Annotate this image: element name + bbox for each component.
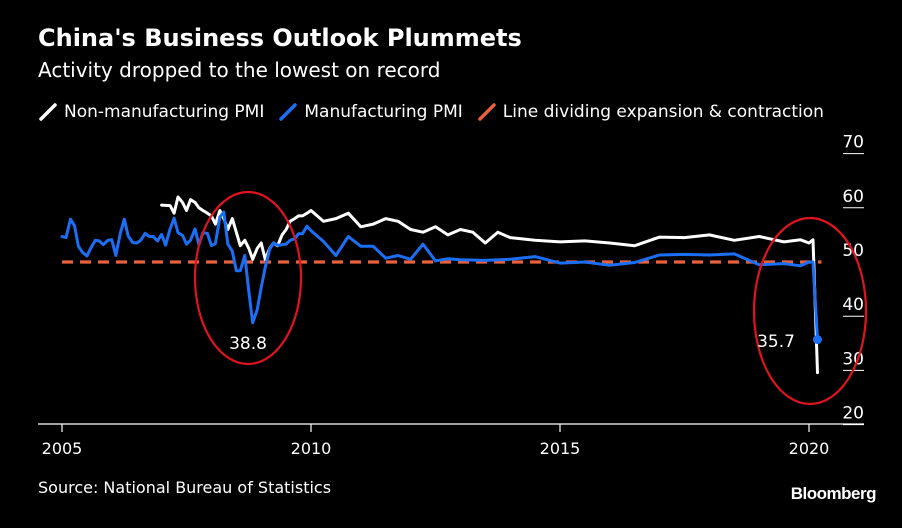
y-tick-label: 60: [842, 187, 864, 207]
annotation-label: 35.7: [757, 332, 795, 352]
y-tick-label: 40: [842, 295, 864, 315]
legend-label: Non-manufacturing PMI: [64, 102, 265, 122]
x-tick-label: 2020: [789, 439, 830, 458]
data-point-marker: [812, 335, 822, 345]
legend-item-threshold: Line dividing expansion & contraction: [477, 102, 824, 122]
chart-title: China's Business Outlook Plummets: [38, 24, 522, 52]
x-tick-label: 2005: [42, 439, 83, 458]
diagonal-line-icon: [39, 103, 57, 121]
x-tick-label: 2015: [540, 439, 581, 458]
y-tick-label: 70: [842, 133, 864, 153]
source-note: Source: National Bureau of Statistics: [38, 478, 332, 497]
legend-label: Line dividing expansion & contraction: [502, 102, 824, 122]
legend-label: Manufacturing PMI: [304, 102, 463, 122]
x-tick-label: 2010: [291, 439, 332, 458]
highlight-circle-2020: [752, 216, 868, 406]
annotation-label: 38.8: [229, 334, 267, 354]
legend: Non-manufacturing PMI Manufacturing PMI …: [38, 100, 838, 124]
chart-subtitle: Activity dropped to the lowest on record: [38, 58, 441, 82]
highlight-circle-2008: [193, 190, 303, 366]
legend-item-manufacturing: Manufacturing PMI: [278, 102, 463, 122]
legend-item-non-manufacturing: Non-manufacturing PMI: [38, 102, 264, 122]
bloomberg-logo: Bloomberg: [790, 484, 877, 503]
series-line-manufacturing: [60, 210, 819, 341]
diagonal-line-icon: [279, 103, 298, 121]
y-tick-label: 20: [842, 404, 864, 424]
diagonal-line-icon: [478, 103, 496, 121]
